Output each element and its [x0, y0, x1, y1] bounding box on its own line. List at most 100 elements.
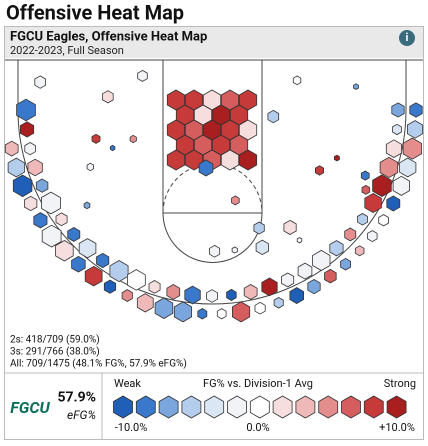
hex [249, 395, 270, 419]
hex [379, 156, 399, 179]
hex [204, 395, 225, 419]
hex [406, 120, 424, 139]
hex [261, 277, 278, 297]
hex [344, 227, 357, 242]
hex [86, 162, 94, 172]
hex [353, 83, 359, 90]
stat-line: All: 709/1475 (48.1% FG%, 57.9% eFG%) [10, 358, 187, 370]
hex [307, 279, 321, 295]
legend-tick: +10.0% [379, 421, 415, 434]
hex [378, 214, 389, 227]
hex [386, 195, 401, 212]
team-logo: FGCU [10, 398, 50, 417]
hex [137, 69, 148, 82]
hex [198, 159, 214, 177]
hex [399, 157, 417, 178]
hex [231, 246, 238, 254]
hex [71, 255, 86, 273]
hex [184, 285, 201, 305]
hex [367, 230, 378, 243]
summary-value: 57.9% [57, 390, 96, 406]
hex [12, 174, 33, 198]
hex [283, 219, 297, 235]
hex [392, 175, 411, 196]
hex [109, 260, 129, 283]
legend-title: FG% vs. Division-1 Avg [203, 377, 313, 390]
hex [220, 149, 240, 171]
hex [385, 139, 403, 158]
hex [281, 272, 295, 288]
hex [7, 157, 25, 178]
hex [360, 170, 370, 181]
hex [55, 240, 74, 262]
hex [181, 395, 202, 419]
hex [333, 154, 340, 162]
hex [96, 252, 110, 269]
hex [392, 123, 402, 136]
hex [166, 284, 181, 300]
hex [135, 395, 156, 419]
stat-line: 2s: 418/709 (59.0%) [10, 334, 100, 346]
hex [4, 140, 19, 157]
hex [209, 244, 221, 258]
hex [113, 395, 133, 419]
hex [148, 280, 161, 294]
header-subtitle: 2022-2023, Full Season [10, 44, 124, 57]
hex [340, 257, 352, 271]
info-icon-text[interactable]: i [406, 31, 409, 44]
legend-tick: -10.0% [115, 421, 148, 434]
hex [391, 102, 405, 118]
hex [84, 265, 103, 287]
hex [372, 174, 392, 197]
hex [243, 284, 258, 300]
hex [364, 192, 382, 214]
hex [121, 289, 133, 302]
hex [409, 102, 423, 118]
hex [129, 134, 137, 144]
hex [324, 268, 337, 284]
hex [272, 395, 293, 419]
hex [216, 308, 227, 320]
hex [231, 301, 251, 323]
hex [386, 395, 407, 419]
hex [361, 184, 371, 195]
legend-scale [113, 395, 407, 419]
hex [238, 149, 258, 171]
hex [102, 90, 114, 104]
hex [67, 227, 81, 242]
hex [136, 293, 154, 313]
hex [318, 395, 339, 419]
hex [253, 221, 265, 235]
hex [34, 75, 46, 89]
hex [329, 240, 344, 257]
hex [154, 297, 174, 319]
legend-right: Strong [384, 377, 416, 390]
hex [231, 195, 240, 206]
hex [55, 212, 68, 227]
hex [173, 301, 193, 323]
hex [41, 191, 61, 215]
hex [254, 301, 266, 315]
hex [24, 195, 38, 212]
hex [402, 137, 422, 160]
hex [267, 109, 280, 124]
summary-label: eFG% [67, 408, 96, 422]
hex [91, 133, 101, 144]
hex [166, 149, 186, 171]
hex [19, 121, 35, 138]
hex [103, 279, 117, 294]
info-icon[interactable] [399, 30, 415, 46]
hex [83, 201, 91, 210]
header-band [5, 27, 423, 58]
hex [16, 98, 36, 122]
hex [78, 238, 97, 259]
hex [354, 245, 365, 257]
hex [341, 395, 361, 419]
hex [127, 269, 146, 291]
hex [226, 288, 237, 301]
hex [33, 212, 48, 229]
hex [197, 308, 208, 320]
page-title: Offensive Heat Map [6, 0, 184, 24]
hex [314, 165, 325, 176]
